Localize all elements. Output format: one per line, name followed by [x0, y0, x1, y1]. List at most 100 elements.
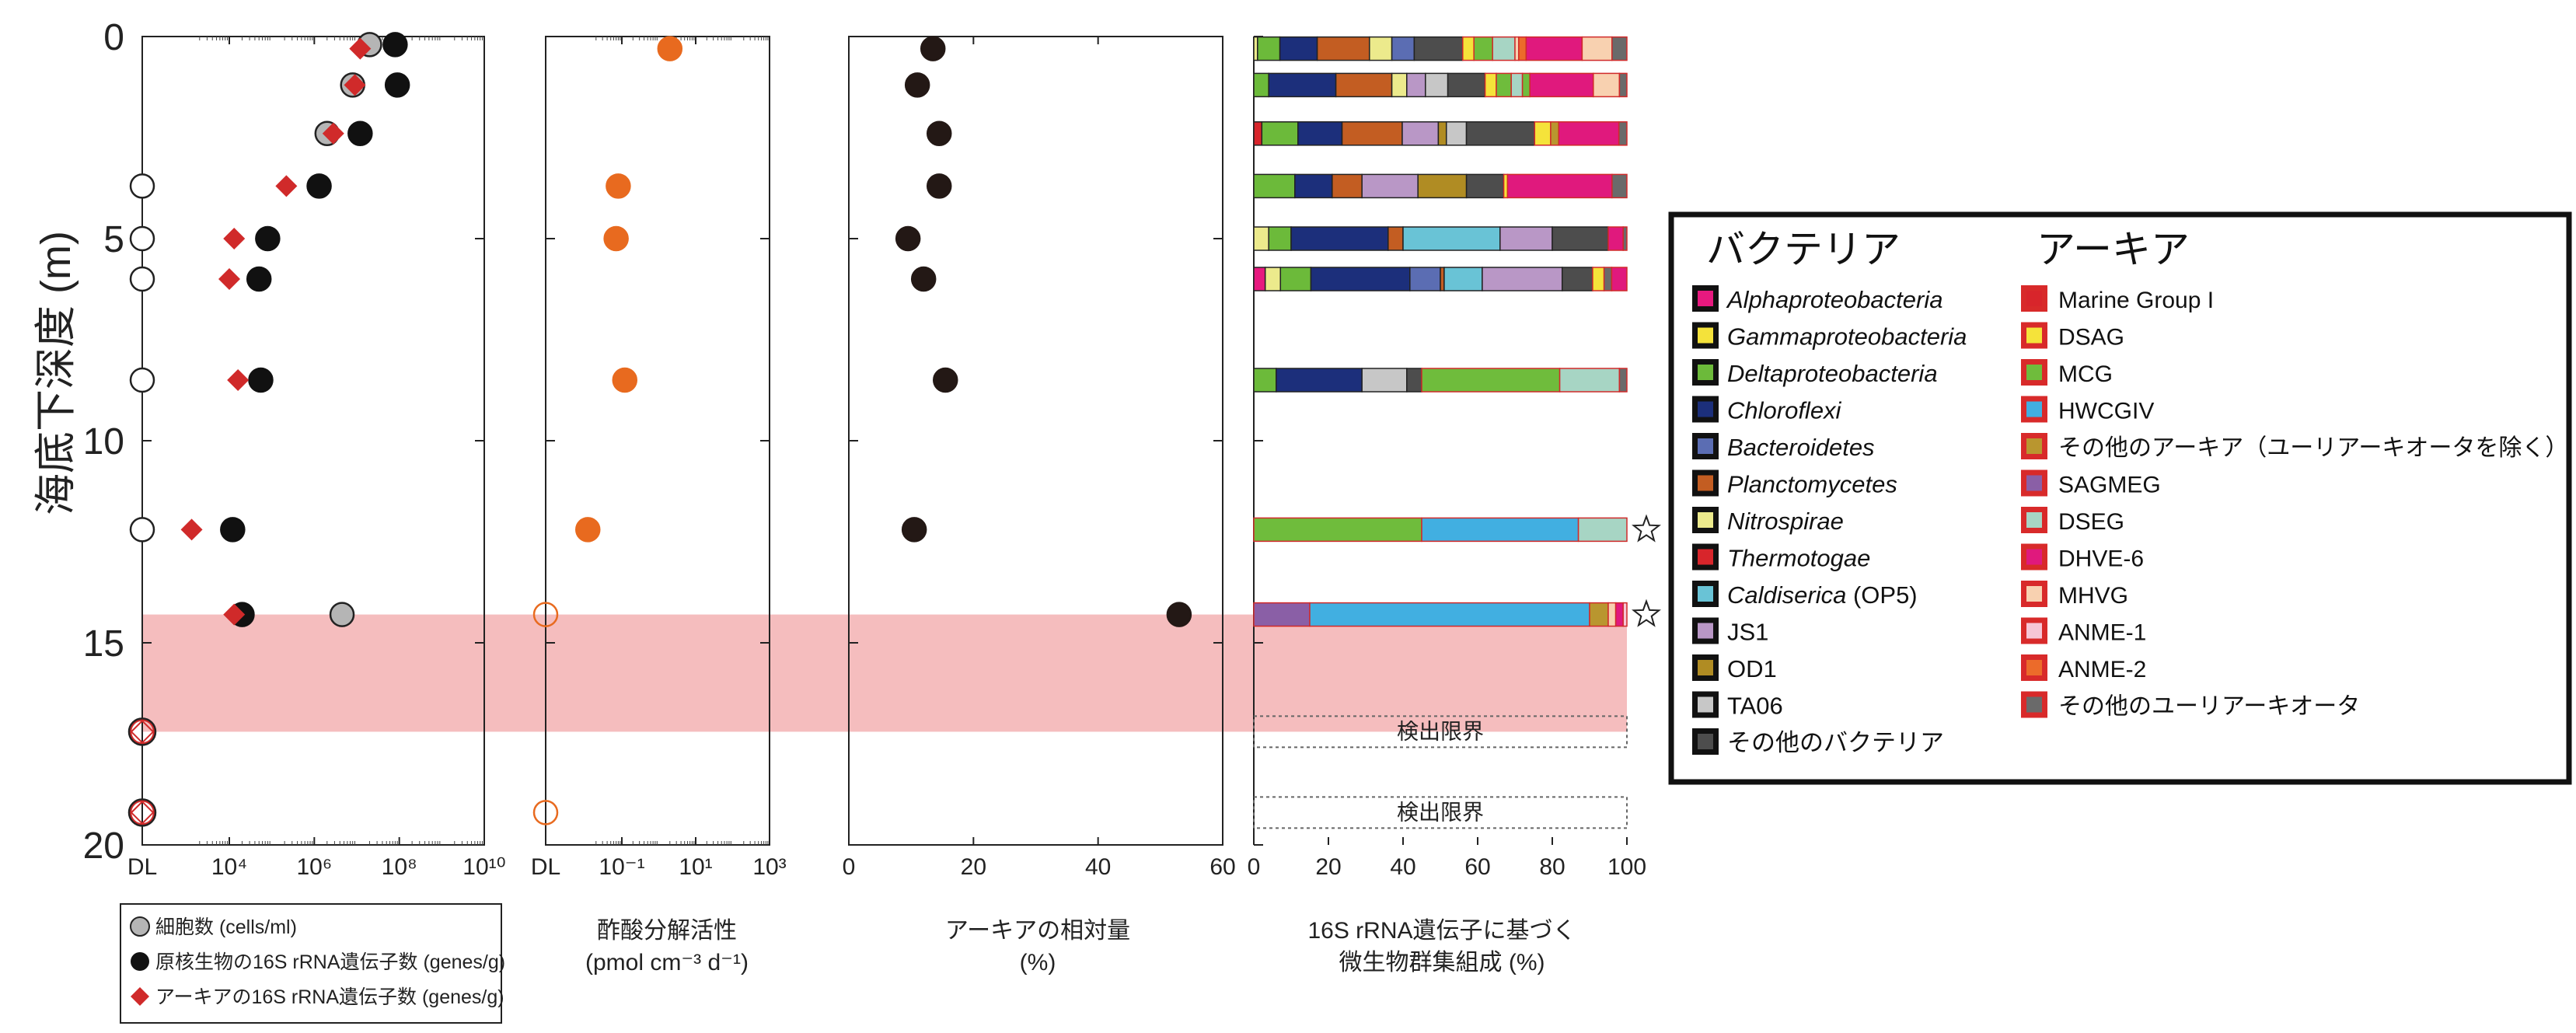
- archaea-legend-label: DSAG: [2058, 325, 2124, 351]
- x-tick-label: 10⁸: [382, 854, 417, 880]
- community-segment: [1473, 36, 1493, 61]
- community-segment: [1391, 72, 1408, 98]
- community-segment: [1425, 72, 1449, 98]
- below-dl-diamond: [130, 719, 155, 744]
- bacteria-legend-label: その他のバクテリア: [1727, 729, 1944, 756]
- community-bars: [1253, 36, 1628, 627]
- bacteria-legend-label: TA06: [1727, 693, 1783, 720]
- legend-marker-black-circle: [131, 952, 149, 971]
- acetate-activity-point: [612, 367, 638, 393]
- legend-swatch: [1698, 660, 1713, 675]
- acetate-dl-point: [532, 602, 559, 627]
- archaea-legend-label: MHVG: [2058, 583, 2128, 609]
- archaea-legend-label: DSEG: [2058, 509, 2124, 535]
- community-segment: [1421, 517, 1579, 543]
- community-segment: [1443, 267, 1483, 291]
- community-segment: [1577, 517, 1628, 543]
- archaea-legend-label: HWCGIV: [2058, 399, 2154, 424]
- archaea-legend-title: アーキア: [2037, 228, 2190, 271]
- legend-swatch: [2026, 327, 2042, 344]
- panel-community-xlabel-2: 微生物群集組成 (%): [1339, 950, 1545, 975]
- legend-swatch: [2026, 438, 2042, 454]
- legend-swatch: [1698, 327, 1713, 344]
- legend-swatch: [2026, 291, 2042, 306]
- x-tick-label: 40: [1085, 854, 1111, 880]
- community-segment: [1253, 121, 1263, 146]
- community-segment: [1361, 173, 1419, 199]
- x-tick-label: 60: [1464, 854, 1490, 880]
- legend-swatch: [2026, 365, 2042, 380]
- community-segment: [1506, 173, 1613, 199]
- x-tick-label: 20: [961, 854, 986, 880]
- community-segment: [1290, 226, 1389, 251]
- community-segment: [1264, 267, 1282, 291]
- community-segment: [1253, 267, 1266, 291]
- x-tick-labels: DL 10⁴ 10⁶ 10⁸ 10¹⁰ DL 10⁻¹ 10¹ 10³ 0 20 40 60 0 20 40 6…: [127, 854, 1646, 880]
- community-segment: [1445, 121, 1468, 146]
- legend-swatch: [1698, 475, 1713, 491]
- x-tick-label: 10¹: [679, 854, 712, 880]
- below-dl-point: [129, 173, 155, 199]
- star-marker: [1632, 514, 1661, 543]
- legend-swatch: [1698, 512, 1713, 528]
- community-segment: [1297, 121, 1343, 146]
- community-segment: [1611, 36, 1628, 61]
- x-tick-label: 20: [1315, 854, 1341, 880]
- axis-ticks: [141, 36, 1628, 846]
- below-dl-point: [129, 517, 155, 543]
- community-segment: [1253, 368, 1277, 393]
- community-segment: [1332, 173, 1363, 199]
- y-tick-label: 5: [103, 219, 124, 260]
- acetate-activity-point: [603, 225, 629, 252]
- legend-swatch: [2026, 586, 2042, 602]
- legend-swatch: [1698, 401, 1713, 417]
- archaea-16s-point: [349, 37, 372, 60]
- legend-marker-gray-circle: [130, 916, 150, 937]
- prokaryote-16s-point: [306, 173, 332, 199]
- taxa-legend-frame: [1668, 211, 2572, 785]
- archaea-ratio-point: [895, 225, 921, 252]
- y-tick-labels: 0 5 10 15 20: [83, 17, 124, 867]
- x-tick-label: 10⁴: [211, 854, 247, 880]
- community-segment: [1482, 267, 1563, 291]
- community-segment: [1492, 36, 1516, 61]
- prokaryote-16s-point: [248, 367, 274, 393]
- community-segment: [1257, 36, 1281, 61]
- y-tick-label: 20: [83, 825, 124, 867]
- bacteria-legend-label: Thermotogae: [1727, 545, 1870, 572]
- community-segment: [1561, 267, 1593, 291]
- x-tick-label: DL: [531, 854, 560, 880]
- bacteria-legend-label: Nitrospirae: [1727, 508, 1844, 535]
- archaea-16s-point: [275, 175, 298, 197]
- community-segment: [1462, 36, 1475, 61]
- community-segment: [1529, 72, 1594, 98]
- archaea-legend-label: その他のアーキア（ユーリアーキオータを除く）: [2058, 435, 2568, 461]
- bacteria-legend-label: Deltaproteobacteria: [1727, 360, 1938, 387]
- highlight-band: [142, 614, 1627, 732]
- archaea-16s-point: [223, 228, 246, 250]
- bacteria-legend-title: バクテリア: [1706, 228, 1901, 271]
- legend-swatch: [1698, 623, 1713, 639]
- community-segment: [1261, 121, 1299, 146]
- y-tick-label: 0: [103, 17, 124, 58]
- community-segment: [1253, 173, 1296, 199]
- community-segment: [1253, 72, 1269, 98]
- community-segment: [1406, 72, 1426, 98]
- archaea-ratio-point: [920, 36, 946, 61]
- community-segment: [1361, 368, 1408, 393]
- community-segment: [1391, 36, 1415, 61]
- archaea-ratio-point: [910, 266, 937, 292]
- community-segment: [1437, 121, 1447, 146]
- detection-limit-label: 検出限界: [1397, 719, 1484, 743]
- community-segment: [1611, 267, 1628, 291]
- archaea-legend-label: ANME-2: [2058, 657, 2146, 682]
- archaea-ratio-point: [1166, 602, 1192, 627]
- legend-swatch: [1698, 365, 1713, 380]
- community-segment: [1552, 226, 1609, 251]
- community-segment: [1417, 173, 1468, 199]
- community-segment: [1279, 36, 1318, 61]
- legend-swatch: [2026, 549, 2042, 565]
- panel-community-xlabel: 16S rRNA遺伝子に基づく: [1307, 918, 1576, 944]
